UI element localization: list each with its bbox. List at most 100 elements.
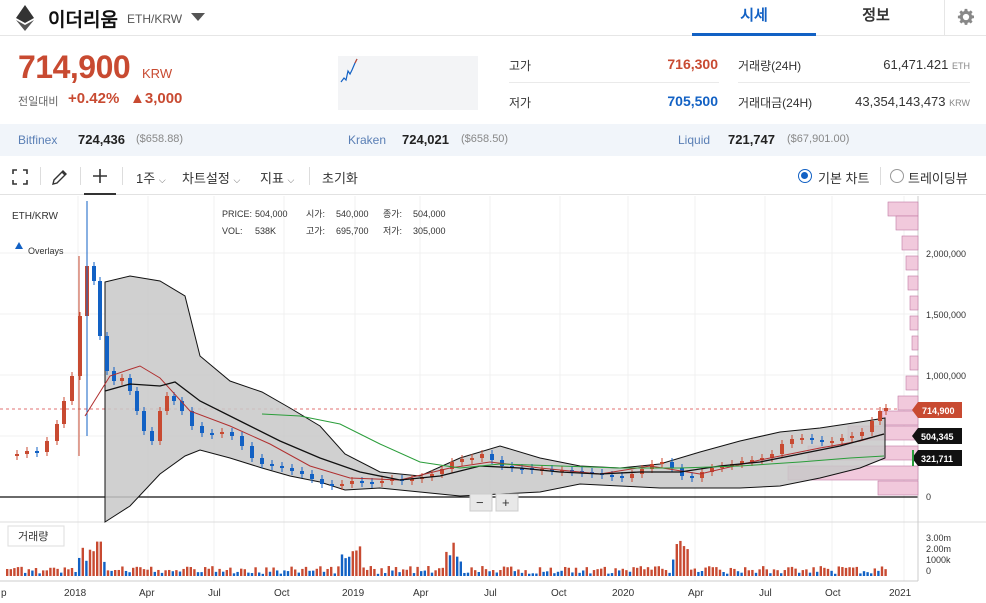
volume-bar xyxy=(384,573,387,576)
volume-bar xyxy=(787,567,790,576)
zoom-out-button[interactable]: − xyxy=(469,493,493,512)
exchange-name[interactable]: Bitfinex xyxy=(18,133,58,147)
candle-body xyxy=(280,466,284,468)
volume-bar xyxy=(884,569,887,576)
volume-bar xyxy=(88,549,92,576)
y-tick: 1,500,000 xyxy=(926,310,966,320)
volume-bar xyxy=(754,572,758,576)
volume-bar xyxy=(254,567,257,576)
candle-body xyxy=(620,476,624,478)
tab-info[interactable]: 정보 xyxy=(862,7,890,24)
candle-body xyxy=(884,408,888,411)
header-bar: 이더리움 ETH/KRW 시세 정보 xyxy=(0,0,986,36)
exchange-name[interactable]: Liquid xyxy=(678,133,711,147)
svg-text:2019: 2019 xyxy=(342,588,365,599)
volume-bar xyxy=(420,571,423,576)
y-tick: 2,000,000 xyxy=(926,249,966,259)
volume-bar xyxy=(675,544,678,576)
radio-trading-view[interactable] xyxy=(890,169,904,183)
volume-bar xyxy=(304,566,308,576)
exchange-name[interactable]: Kraken xyxy=(348,133,387,147)
basic-chart-label[interactable]: 기본 차트 xyxy=(818,171,870,186)
volume-bar xyxy=(765,569,768,576)
volume-bar xyxy=(571,572,574,576)
candle-body xyxy=(660,462,664,464)
chevron-down-icon: ⌵ xyxy=(233,175,241,185)
candle-body xyxy=(460,459,464,462)
candle-body xyxy=(370,482,374,484)
indicators-menu[interactable]: 지표 ⌵ xyxy=(260,171,295,186)
volume-bar xyxy=(459,561,462,576)
volume-bar xyxy=(265,567,268,576)
vol-tick: 0 xyxy=(926,566,931,576)
volume-bar xyxy=(164,570,167,576)
price-chart[interactable]: ETH/KRW Overlays PRICE: 504,000 시가: 540,… xyxy=(0,196,986,603)
candle-body xyxy=(878,411,882,421)
interval-select[interactable]: 1주 ⌵ xyxy=(136,171,166,186)
triangle-up-icon[interactable] xyxy=(15,242,23,249)
ma-long-line xyxy=(261,413,885,469)
exchange-usd: ($658.88) xyxy=(136,133,184,145)
chart-toolbar: 1주 ⌵ 차트설정 ⌵ 지표 ⌵ 초기화 기본 차트 트레이딩뷰 xyxy=(0,157,986,195)
svg-text:504,000: 504,000 xyxy=(413,209,446,219)
candle-body xyxy=(172,396,176,401)
volume-bar xyxy=(247,572,250,576)
overlays-toggle[interactable]: Overlays xyxy=(28,246,64,256)
zoom-in-button[interactable]: + xyxy=(495,493,519,512)
pencil-icon[interactable] xyxy=(51,168,69,186)
volume-bar xyxy=(405,569,408,576)
volume-bar xyxy=(376,573,380,576)
trading-view-label[interactable]: 트레이딩뷰 xyxy=(908,171,968,186)
candle-body xyxy=(670,462,674,468)
svg-text:Oct: Oct xyxy=(825,588,841,599)
volume-bar xyxy=(729,567,732,576)
crosshair-icon[interactable] xyxy=(92,168,108,184)
change-label: 전일대비 xyxy=(18,96,59,108)
volume-bar xyxy=(34,568,38,576)
svg-text:고가:: 고가: xyxy=(306,226,325,236)
svg-text:Apr: Apr xyxy=(413,588,429,599)
volume-bar xyxy=(535,573,538,576)
current-price: 714,900 xyxy=(18,49,131,85)
svg-text:321,711: 321,711 xyxy=(921,454,953,464)
volume-bar xyxy=(189,567,192,576)
volume-bar xyxy=(567,567,570,576)
volume-bar xyxy=(560,570,563,576)
y-tick: 0 xyxy=(926,492,931,502)
chart-settings-menu[interactable]: 차트설정 ⌵ xyxy=(182,171,241,186)
volume-bar xyxy=(128,572,131,576)
candle-body xyxy=(180,401,184,411)
volume-bar xyxy=(538,567,542,576)
volume-profile-bar xyxy=(877,480,919,496)
volume-bar xyxy=(6,568,9,576)
tab-quote[interactable]: 시세 xyxy=(692,0,816,36)
candle-body xyxy=(210,433,214,435)
volume-profile-bar xyxy=(909,315,919,331)
volume-bar xyxy=(830,570,833,576)
volume-bar xyxy=(416,566,419,576)
candle-body xyxy=(105,336,109,371)
volume-bar xyxy=(877,570,880,576)
candle-body xyxy=(320,479,324,484)
svg-text:Jul: Jul xyxy=(759,588,772,599)
exchange-price-strip: Bitfinex 724,436 ($658.88) Kraken 724,02… xyxy=(0,124,986,156)
volume-bar xyxy=(196,572,200,576)
candle-body xyxy=(150,431,154,441)
volume-bar xyxy=(517,569,520,576)
volume-bar xyxy=(294,569,297,576)
volume-bar xyxy=(870,573,873,576)
radio-basic-chart[interactable] xyxy=(798,169,812,183)
volume-bar xyxy=(103,561,106,576)
coin-dropdown-icon[interactable] xyxy=(191,13,205,21)
reset-button[interactable]: 초기화 xyxy=(322,171,358,186)
svg-text:Jul: Jul xyxy=(484,588,497,599)
volume-bar xyxy=(776,570,779,576)
volume-label: 거래량(24H) xyxy=(738,59,802,73)
candlesticks xyxy=(15,201,888,490)
volume-bar xyxy=(618,570,621,576)
settings-button[interactable] xyxy=(944,0,986,36)
fullscreen-icon[interactable] xyxy=(12,169,28,185)
high-value: 716,300 xyxy=(667,56,718,72)
volume-bar xyxy=(733,568,736,576)
sparkline-chart xyxy=(338,56,478,110)
